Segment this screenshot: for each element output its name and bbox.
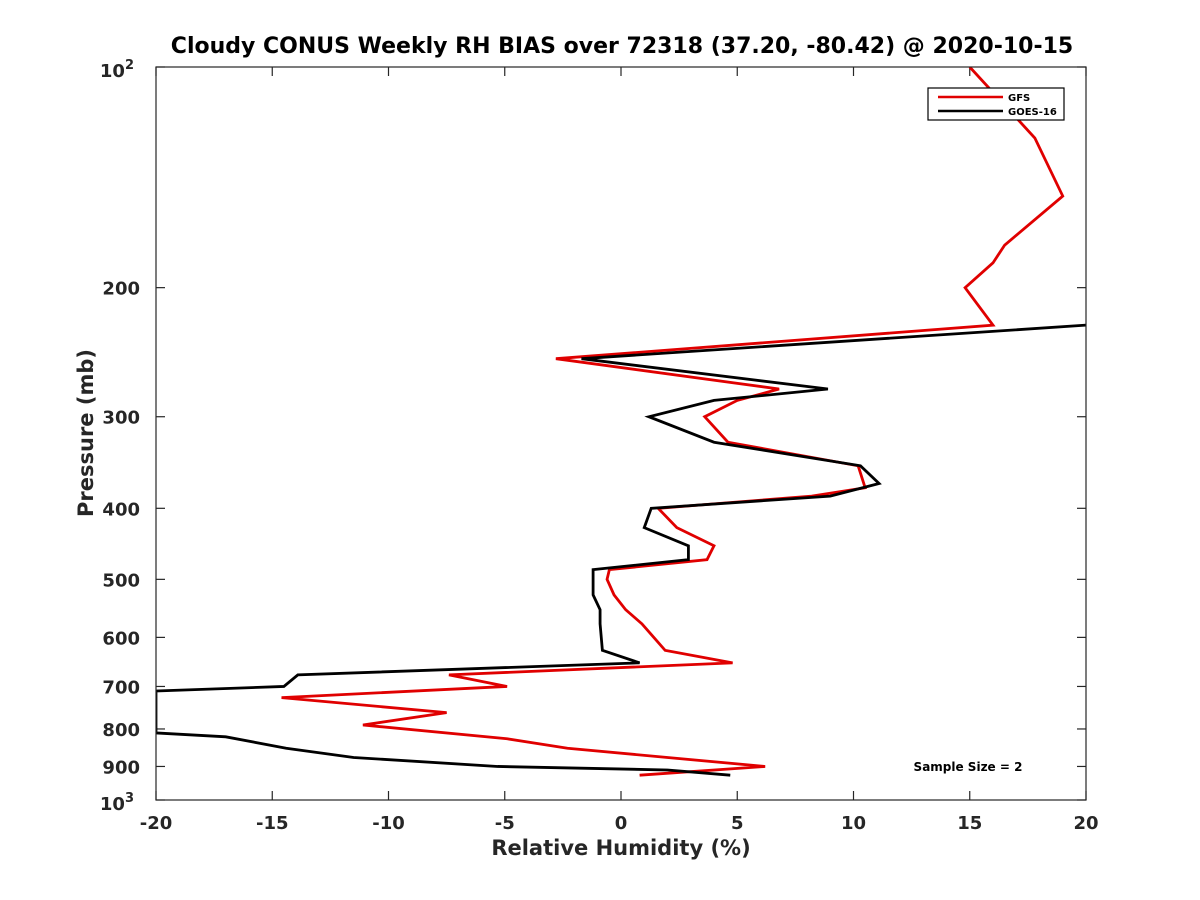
chart-title: Cloudy CONUS Weekly RH BIAS over 72318 (… — [171, 34, 1073, 59]
y-tick-label: 900 — [102, 757, 140, 778]
y-tick-label: 400 — [102, 499, 140, 520]
x-axis-label: Relative Humidity (%) — [491, 836, 750, 860]
y-tick-label: 500 — [102, 570, 140, 591]
x-tick-label: -20 — [140, 813, 173, 834]
series-line-goes16 — [156, 323, 1086, 777]
sample-size-annotation: Sample Size = 2 — [914, 760, 1023, 774]
y-bottom-tick-label: 103 — [100, 791, 134, 815]
x-tick-label: 15 — [957, 813, 982, 834]
series-lines — [156, 67, 1086, 777]
plot-area — [156, 67, 1086, 777]
x-tick-label: 5 — [731, 813, 744, 834]
y-tick-label: 800 — [102, 720, 140, 741]
y-tick-label: 600 — [102, 628, 140, 649]
x-tick-label: 0 — [615, 813, 628, 834]
x-tick-label: -5 — [495, 813, 515, 834]
y-tick-label: 700 — [102, 677, 140, 698]
series-line-gfs — [281, 67, 1065, 777]
y-tick-label: 200 — [102, 279, 140, 300]
y-tick-labels: 200 300 400 500 600 700 800 900 — [102, 279, 140, 779]
axes-frame — [155, 66, 1087, 801]
x-tick-label: -10 — [372, 813, 405, 834]
legend-label-gfs: GFS — [1008, 93, 1030, 104]
x-tick-labels: -20 -15 -10 -5 0 5 10 15 20 — [140, 813, 1099, 834]
y-tick-label: 300 — [102, 408, 140, 429]
legend: GFS GOES-16 — [927, 87, 1065, 121]
x-tick-label: 10 — [841, 813, 866, 834]
x-tick-label: -15 — [256, 813, 289, 834]
y-axis-label: Pressure (mb) — [74, 349, 98, 517]
legend-label-goes16: GOES-16 — [1008, 107, 1057, 118]
x-tick-label: 20 — [1073, 813, 1098, 834]
y-top-tick-label: 102 — [100, 58, 134, 82]
legend-box — [927, 87, 1065, 121]
